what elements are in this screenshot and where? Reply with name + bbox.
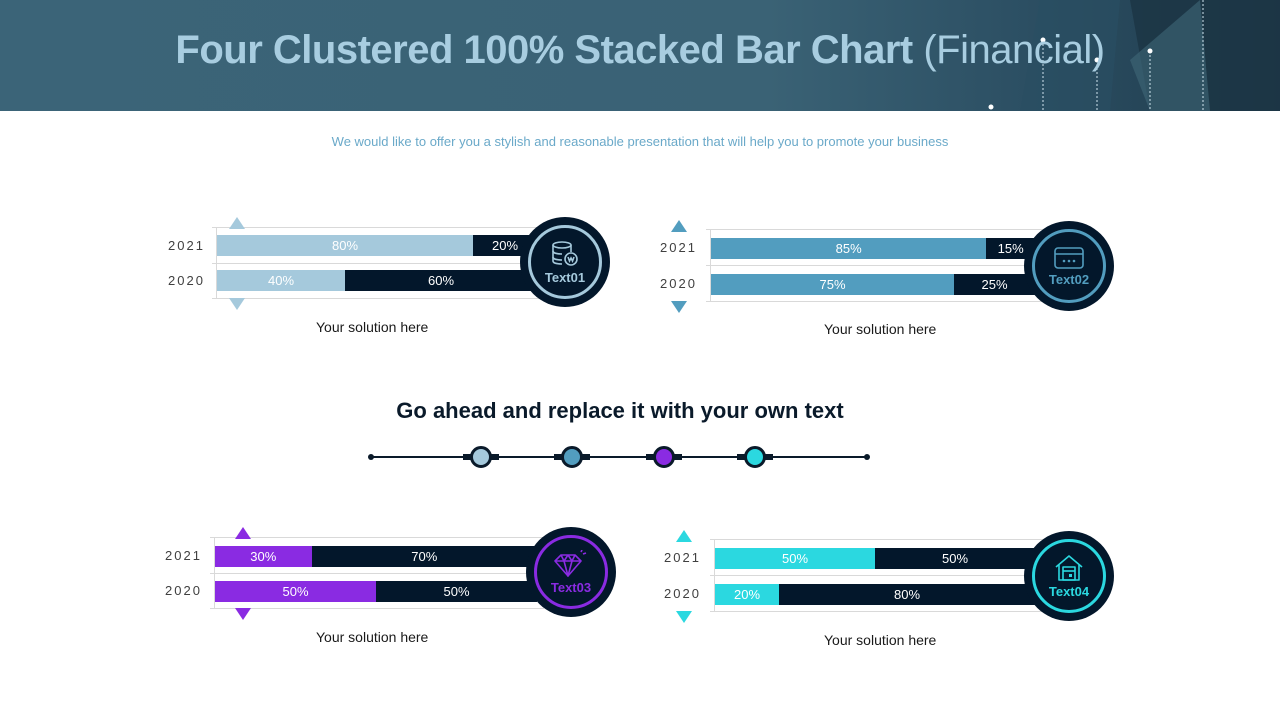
- badge-text02: Text02: [1024, 221, 1114, 311]
- badge-label: Text03: [550, 579, 592, 595]
- year-label: 2021: [168, 238, 205, 253]
- gridline: [210, 608, 544, 609]
- subtitle: We would like to offer you a stylish and…: [331, 134, 949, 149]
- bar-2020: 40% 60%: [217, 270, 537, 291]
- gridline: [710, 539, 1050, 540]
- database-coin-icon: [552, 240, 578, 266]
- gridline: [212, 227, 552, 228]
- timeline-node-3: [653, 446, 675, 468]
- bar-2021: 30% 70%: [215, 546, 537, 567]
- chart-text01: 2021 2020 80% 20% 40% 60% Text01 Your: [160, 210, 610, 340]
- chart-text03: 2021 2020 30% 70% 50% 50% Text03 Your: [156, 520, 616, 650]
- bar-2021: 50% 50%: [715, 548, 1035, 569]
- y-axis: [216, 227, 217, 298]
- gridline: [706, 265, 1046, 266]
- bar-2021: 80% 20%: [217, 235, 537, 256]
- y-axis: [214, 537, 215, 608]
- credit-card-icon: [1054, 246, 1084, 269]
- year-label: 2020: [664, 586, 701, 601]
- chart-caption: Your solution here: [824, 321, 937, 337]
- page-title: Four Clustered 100% Stacked Bar Chart (F…: [0, 28, 1280, 73]
- year-label: 2021: [660, 240, 697, 255]
- gridline: [706, 301, 1046, 302]
- timeline-line: [370, 456, 868, 458]
- y-axis: [714, 539, 715, 611]
- gridline: [710, 611, 1050, 612]
- bar-segment-b: 80%: [779, 584, 1035, 605]
- badge-label: Text01: [544, 269, 586, 285]
- gridline: [710, 575, 1050, 576]
- bar-segment-a: 50%: [715, 548, 875, 569]
- diamond-icon: [554, 549, 587, 577]
- year-label: 2021: [165, 548, 202, 563]
- bar-segment-a: 30%: [215, 546, 312, 567]
- timeline-decoration: [368, 446, 870, 468]
- year-label: 2020: [660, 276, 697, 291]
- bar-segment-a: 80%: [217, 235, 473, 256]
- triangle-down-icon: [235, 608, 251, 620]
- triangle-up-icon: [229, 217, 245, 229]
- gridline: [706, 229, 1046, 230]
- bar-segment-a: 85%: [711, 238, 987, 259]
- year-label: 2020: [165, 583, 202, 598]
- bar-segment-b: 15%: [986, 238, 1035, 259]
- year-label: 2021: [664, 550, 701, 565]
- section-heading: Go ahead and replace it with your own te…: [396, 398, 844, 423]
- timeline-node-4: [744, 446, 766, 468]
- title-bold: Four Clustered 100% Stacked Bar Chart: [175, 28, 913, 72]
- badge-text01: Text01: [520, 217, 610, 307]
- triangle-down-icon: [676, 611, 692, 623]
- chart-caption: Your solution here: [316, 319, 429, 335]
- bar-segment-a: 40%: [217, 270, 345, 291]
- badge-label: Text02: [1048, 271, 1090, 287]
- badge-text03: Text03: [526, 527, 616, 617]
- timeline-node-2: [561, 446, 583, 468]
- triangle-down-icon: [229, 298, 245, 310]
- house-icon: [1055, 554, 1083, 581]
- chart-text02: 2021 2020 85% 15% 75% 25% Text02 Your so…: [652, 212, 1114, 342]
- timeline-end-dot: [368, 454, 374, 460]
- badge-text04: Text04: [1024, 531, 1114, 621]
- gridline: [210, 573, 544, 574]
- badge-label: Text04: [1048, 583, 1090, 599]
- triangle-up-icon: [676, 530, 692, 542]
- bar-segment-b: 60%: [345, 270, 537, 291]
- bar-segment-a: 50%: [215, 581, 376, 602]
- chart-text04: 2021 2020 50% 50% 20% 80% Text04 Your so…: [656, 522, 1114, 652]
- chart-caption: Your solution here: [824, 632, 937, 648]
- bar-segment-a: 20%: [715, 584, 779, 605]
- timeline-end-dot: [864, 454, 870, 460]
- bar-segment-b: 25%: [954, 274, 1035, 295]
- triangle-up-icon: [235, 527, 251, 539]
- gridline: [210, 537, 544, 538]
- header-banner: Four Clustered 100% Stacked Bar Chart (F…: [0, 0, 1280, 111]
- triangle-up-icon: [671, 220, 687, 232]
- bar-segment-a: 75%: [711, 274, 954, 295]
- gridline: [212, 298, 552, 299]
- triangle-down-icon: [671, 301, 687, 313]
- chart-caption: Your solution here: [316, 629, 429, 645]
- bar-2020: 75% 25%: [711, 274, 1035, 295]
- gridline: [212, 263, 552, 264]
- bar-segment-b: 50%: [376, 581, 537, 602]
- bar-2020: 50% 50%: [215, 581, 537, 602]
- bar-2021: 85% 15%: [711, 238, 1035, 259]
- title-light: (Financial): [923, 28, 1105, 72]
- city-skyline-decoration: [988, 0, 1280, 111]
- bar-2020: 20% 80%: [715, 584, 1035, 605]
- bar-segment-b: 70%: [311, 546, 537, 567]
- bar-segment-b: 50%: [875, 548, 1035, 569]
- y-axis: [710, 229, 711, 301]
- timeline-node-1: [470, 446, 492, 468]
- year-label: 2020: [168, 273, 205, 288]
